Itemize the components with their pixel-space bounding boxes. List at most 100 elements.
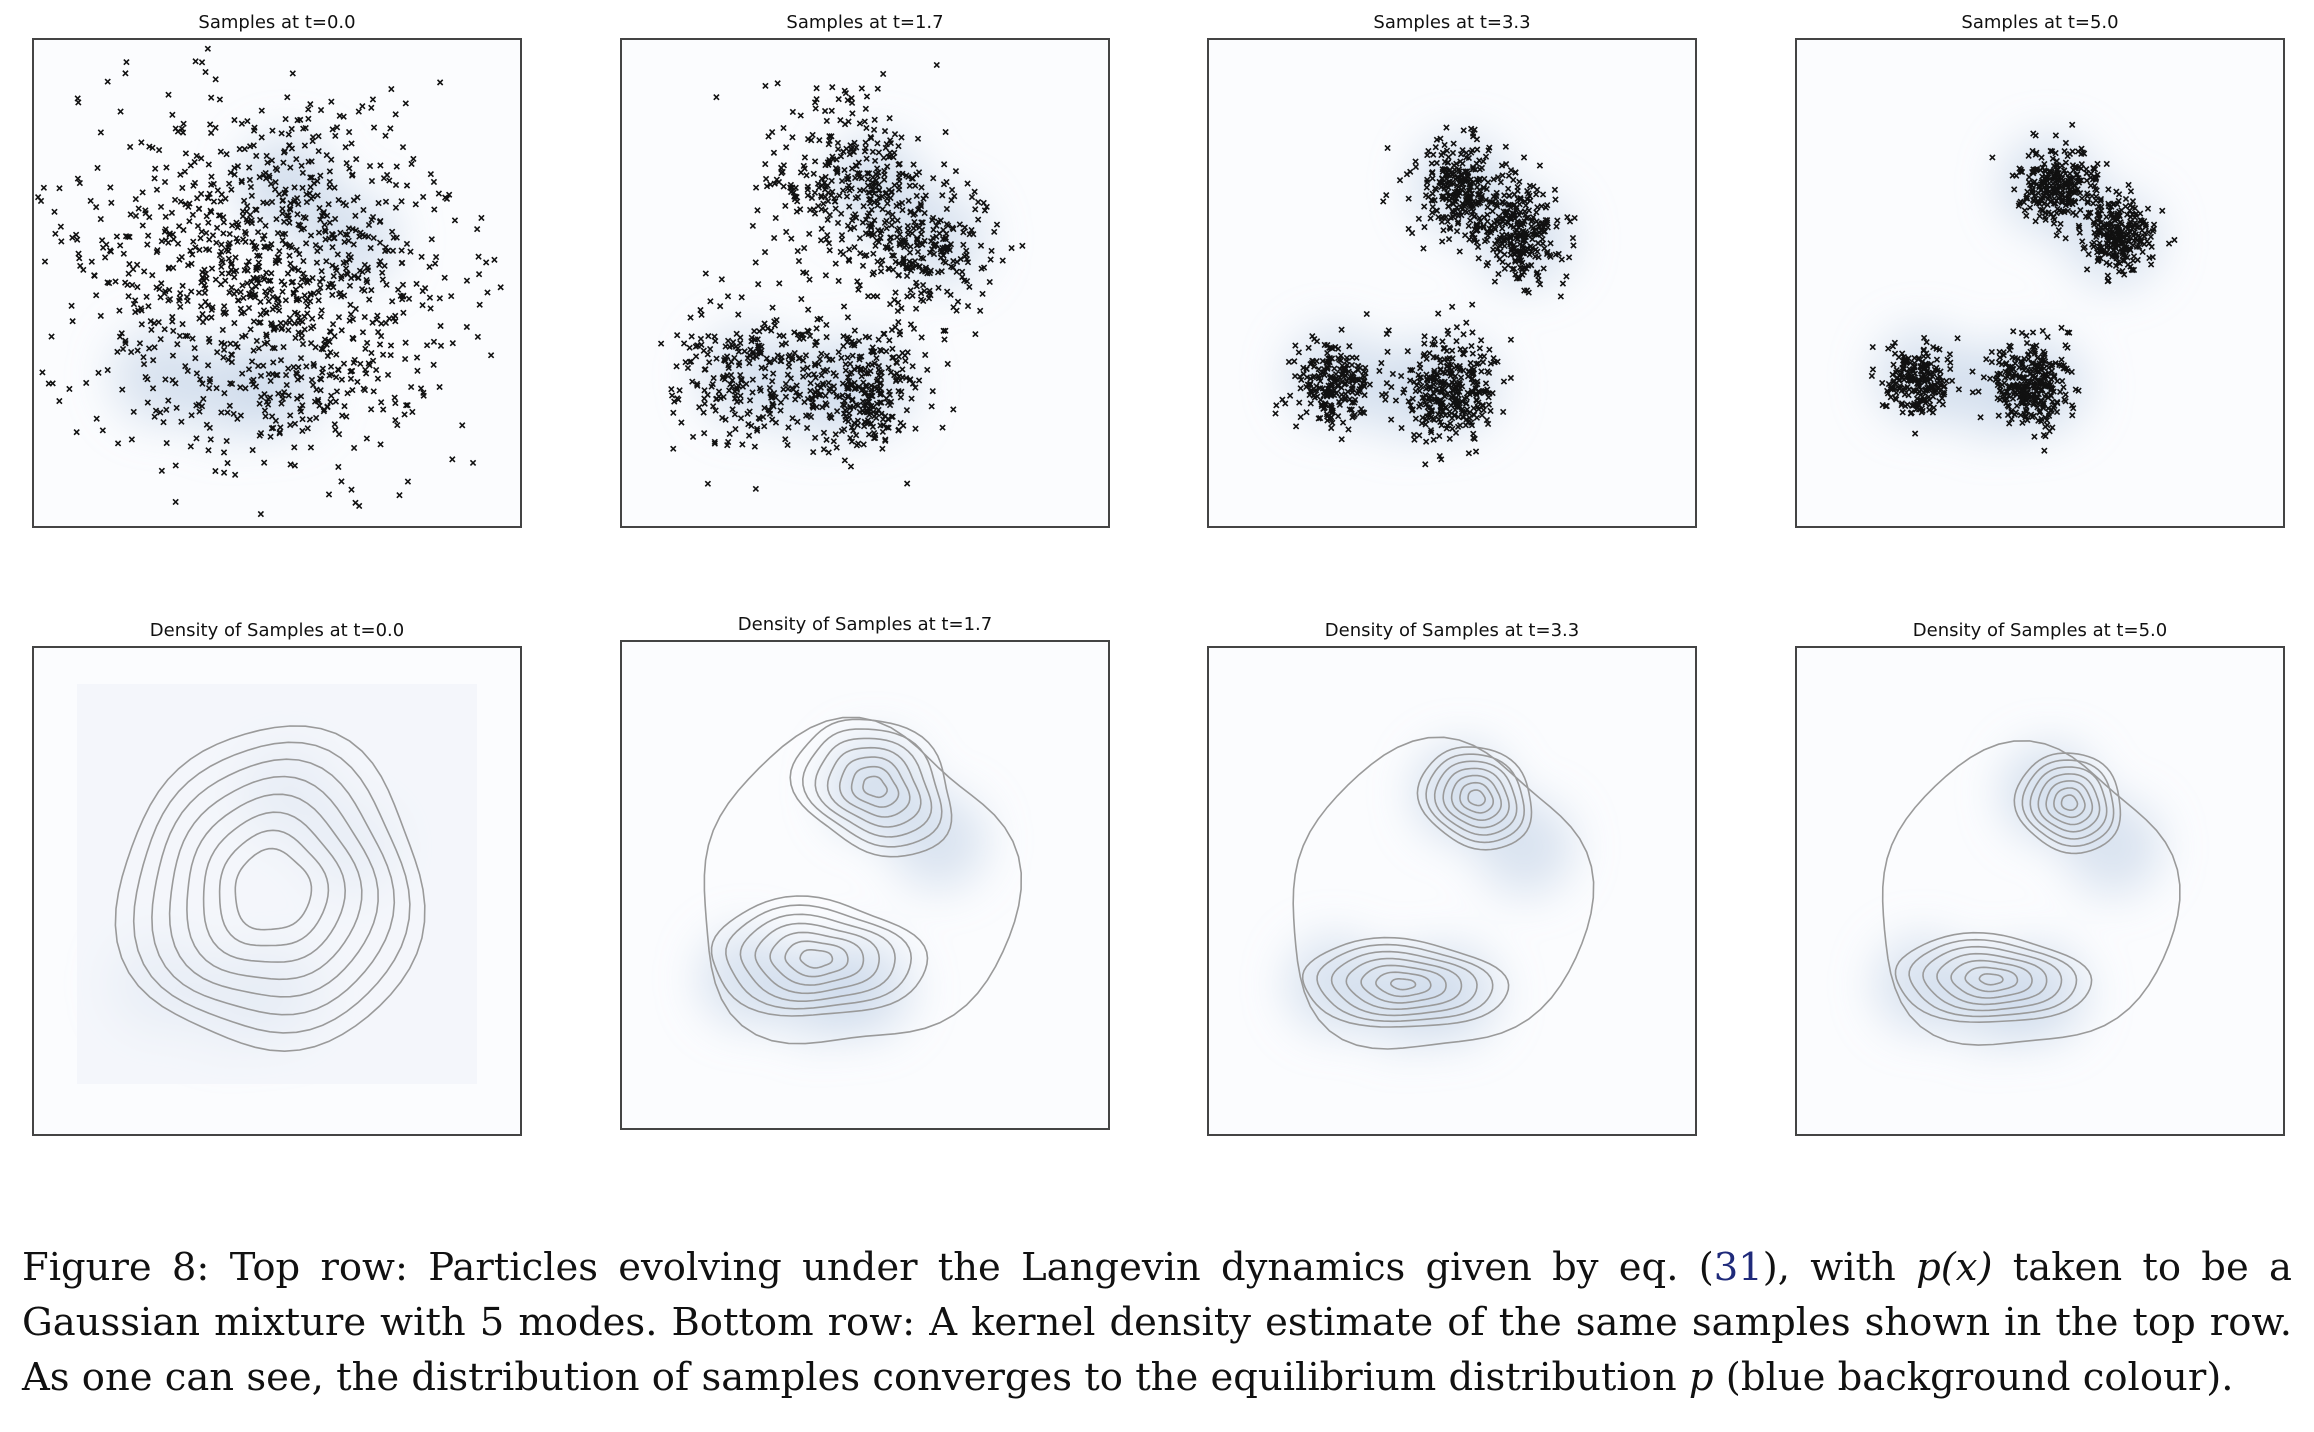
- sample-point: [413, 354, 421, 361]
- sample-point: [835, 348, 842, 356]
- sample-point: [1465, 450, 1473, 457]
- contour-line: [1881, 740, 2181, 1046]
- sample-point: [131, 297, 139, 304]
- sample-point: [902, 357, 909, 365]
- sample-point: [263, 152, 270, 160]
- sample-point: [200, 395, 207, 403]
- equation-reference-link[interactable]: 31: [1713, 1245, 1763, 1290]
- sample-point: [768, 327, 775, 334]
- sample-point: [2018, 359, 2026, 367]
- sample-point: [999, 257, 1006, 264]
- sample-point: [225, 247, 232, 255]
- sample-point: [288, 125, 295, 133]
- sample-point: [247, 293, 254, 300]
- sample-point: [299, 184, 306, 192]
- sample-point: [1474, 360, 1482, 367]
- sample-point: [306, 298, 314, 305]
- sample-point: [1446, 224, 1453, 231]
- plot-frame: [620, 640, 1110, 1130]
- sample-point: [1454, 401, 1461, 408]
- sample-point: [334, 251, 341, 258]
- sample-point: [820, 429, 828, 436]
- contour-line: [784, 940, 849, 978]
- sample-point: [69, 234, 76, 241]
- sample-point: [307, 232, 315, 239]
- sample-point: [941, 336, 948, 343]
- sample-point: [2030, 401, 2037, 408]
- sample-point: [132, 212, 140, 220]
- sample-point: [191, 344, 198, 352]
- sample-point: [844, 97, 851, 104]
- sample-point: [178, 253, 185, 261]
- sample-point: [1474, 403, 1481, 410]
- sample-point: [122, 340, 129, 347]
- sample-point: [267, 180, 275, 188]
- sample-point: [259, 235, 267, 243]
- sample-point: [2010, 384, 2018, 391]
- sample-point: [1476, 389, 1483, 397]
- sample-point: [382, 132, 389, 139]
- sample-point: [1326, 344, 1333, 352]
- sample-point: [57, 223, 65, 230]
- sample-point: [1518, 265, 1526, 272]
- sample-point: [1416, 432, 1423, 439]
- sample-point: [761, 373, 769, 380]
- sample-point: [1423, 371, 1430, 378]
- sample-point: [846, 370, 853, 377]
- sample-point: [157, 409, 164, 416]
- sample-point: [866, 189, 873, 196]
- sample-point: [890, 354, 897, 361]
- sample-point: [250, 292, 258, 299]
- sample-point: [839, 380, 847, 387]
- sample-point: [348, 486, 355, 493]
- sample-point: [275, 300, 282, 308]
- sample-point: [184, 261, 192, 269]
- sample-point: [889, 216, 896, 223]
- sample-point: [895, 318, 902, 326]
- sample-point: [2097, 197, 2104, 205]
- caption-math-px: p(x): [1916, 1245, 1993, 1290]
- sample-point: [1536, 162, 1544, 169]
- plot-background: [1795, 646, 2285, 1136]
- sample-point: [1493, 251, 1501, 259]
- sample-point: [1478, 412, 1486, 419]
- contour-line: [2037, 773, 2101, 833]
- sample-point: [1468, 149, 1475, 156]
- sample-point: [217, 148, 225, 155]
- sample-point: [1484, 420, 1492, 428]
- sample-point: [1421, 394, 1428, 401]
- sample-point: [1295, 349, 1303, 356]
- sample-point: [1328, 355, 1336, 362]
- plot-background: [620, 38, 1110, 528]
- sample-point: [832, 165, 840, 172]
- sample-point: [916, 263, 923, 270]
- sample-point: [1441, 141, 1448, 149]
- sample-point: [2129, 257, 2137, 264]
- sample-point: [1434, 411, 1442, 418]
- sample-point: [2105, 221, 2112, 228]
- sample-point: [912, 305, 920, 312]
- sample-point: [1429, 209, 1436, 216]
- sample-point: [1911, 370, 1919, 377]
- sample-point: [2048, 376, 2055, 383]
- sample-point: [1464, 373, 1472, 380]
- sample-point: [239, 370, 246, 377]
- sample-point: [865, 170, 873, 177]
- sample-point: [2093, 249, 2101, 256]
- sample-point: [838, 232, 846, 239]
- sample-point: [80, 266, 87, 274]
- sample-point: [287, 200, 294, 207]
- sample-point: [2094, 227, 2102, 234]
- sample-point: [2054, 205, 2061, 213]
- sample-point: [354, 378, 361, 386]
- sample-point: [657, 340, 665, 347]
- sample-point: [1480, 387, 1488, 395]
- sample-point: [1378, 359, 1385, 367]
- sample-point: [393, 234, 400, 241]
- sample-point: [914, 236, 921, 243]
- sample-point: [2009, 395, 2017, 402]
- sample-point: [1492, 195, 1500, 203]
- sample-point: [852, 432, 860, 439]
- sample-point: [1920, 347, 1927, 354]
- sample-point: [1996, 354, 2004, 361]
